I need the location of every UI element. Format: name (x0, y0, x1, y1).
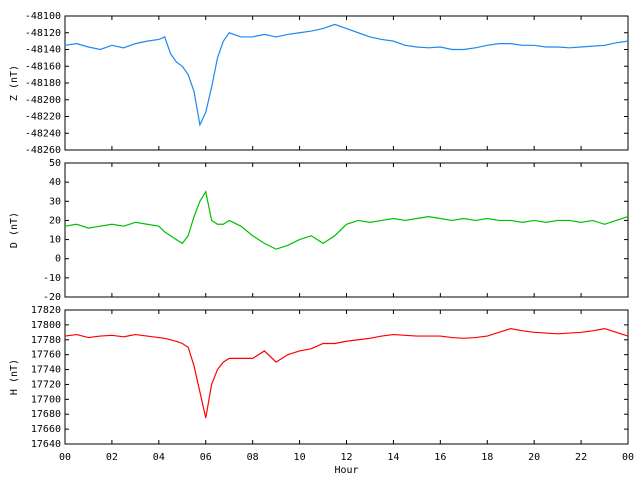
y-tick-label: 17800 (31, 320, 61, 331)
x-axis-label: Hour (334, 465, 358, 476)
y-tick-label: 17820 (31, 305, 61, 316)
y-tick-label: 50 (49, 158, 61, 169)
y-tick-label: -48220 (25, 112, 61, 123)
y-tick-label: 40 (49, 177, 61, 188)
plot-frame (64, 309, 629, 445)
x-tick-label: 22 (575, 452, 587, 463)
y-tick-label: 10 (49, 235, 61, 246)
y-tick-label: -48140 (25, 45, 61, 56)
y-axis-label: H (nT) (9, 359, 20, 395)
plot-frame (64, 15, 629, 151)
x-tick-label: 20 (528, 452, 540, 463)
y-tick-label: -48240 (25, 128, 61, 139)
y-tick-label: 17780 (31, 335, 61, 346)
data-line (64, 190, 629, 250)
x-tick-label: 06 (200, 452, 212, 463)
x-tick-label: 02 (106, 452, 118, 463)
x-tick-label: 12 (340, 452, 352, 463)
y-tick-label: 17760 (31, 350, 61, 361)
x-tick-label: 00 (59, 452, 71, 463)
y-tick-label: 17740 (31, 365, 61, 376)
y-axis-label: Z (nT) (9, 65, 20, 101)
y-tick-label: 17700 (31, 394, 61, 405)
y-tick-label: 0 (55, 254, 61, 265)
y-axis-label: D (nT) (9, 212, 20, 248)
y-tick-label: -48160 (25, 61, 61, 72)
y-tick-label: -48200 (25, 95, 61, 106)
y-tick-label: 17640 (31, 439, 61, 450)
y-tick-label: 17720 (31, 379, 61, 390)
y-tick-label: -48260 (25, 145, 61, 156)
data-line (64, 23, 629, 127)
y-tick-label: 17680 (31, 409, 61, 420)
x-tick-label: 18 (481, 452, 493, 463)
y-tick-label: -48180 (25, 78, 61, 89)
plot-frame (64, 162, 629, 298)
y-tick-label: 20 (49, 215, 61, 226)
y-tick-label: -48100 (25, 11, 61, 22)
x-tick-label: 08 (247, 452, 259, 463)
data-line (64, 327, 629, 419)
y-tick-label: 17660 (31, 424, 61, 435)
y-tick-label: -10 (43, 273, 61, 284)
y-tick-label: 30 (49, 196, 61, 207)
x-tick-label: 14 (387, 452, 399, 463)
y-tick-label: -48120 (25, 28, 61, 39)
x-tick-label: 04 (153, 452, 165, 463)
y-tick-label: -20 (43, 292, 61, 303)
x-tick-label: 16 (434, 452, 446, 463)
x-tick-label: 10 (294, 452, 306, 463)
x-tick-label: 00 (622, 452, 634, 463)
